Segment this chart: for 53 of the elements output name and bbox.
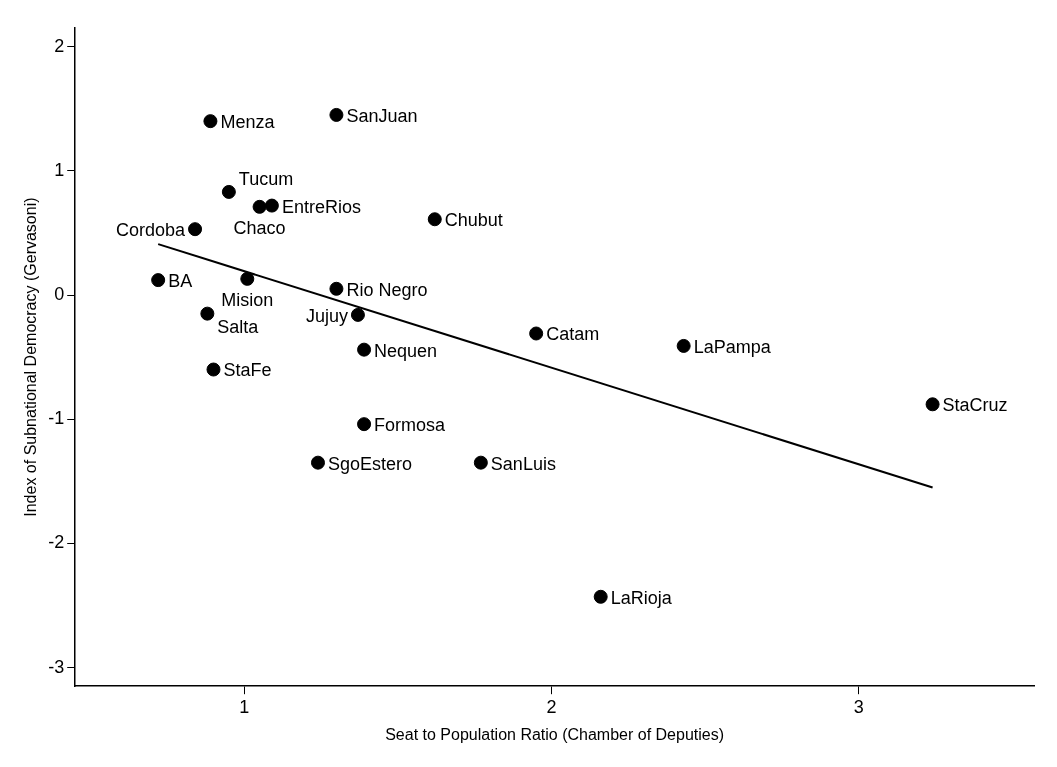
annotation: Jujuy	[305, 305, 348, 326]
point	[357, 417, 372, 432]
annotation: Catam	[546, 324, 600, 345]
y-tick-label: -3	[48, 656, 65, 677]
annotation: SanLuis	[490, 453, 556, 474]
point	[310, 455, 325, 470]
annotation: Chaco	[233, 217, 286, 238]
annotation: BA	[168, 271, 193, 292]
y-tick-label: 2	[54, 35, 65, 56]
x-tick-label: 3	[853, 696, 864, 717]
y-tick-label: -1	[48, 408, 65, 429]
point	[329, 107, 344, 122]
annotation: Formosa	[374, 415, 447, 436]
x-tick-label: 2	[546, 696, 557, 717]
annotation: Menza	[220, 112, 276, 133]
point	[240, 271, 255, 286]
point	[151, 273, 166, 288]
x-axis-title: Seat to Population Ratio (Chamber of Deputies)	[385, 725, 725, 743]
point	[357, 342, 372, 357]
annotation: LaRioja	[610, 587, 673, 608]
point	[221, 184, 236, 199]
annotation: SanJuan	[346, 105, 418, 126]
point	[350, 307, 365, 322]
annotation: LaPampa	[693, 336, 772, 357]
x-tick-label: 1	[239, 696, 250, 717]
point	[473, 455, 488, 470]
annotation: SgoEstero	[327, 453, 413, 474]
point	[593, 589, 608, 604]
y-tick-label: 0	[54, 283, 65, 304]
point	[264, 198, 279, 213]
annotation: Mision	[221, 289, 274, 310]
point	[529, 326, 544, 341]
annotation: Salta	[217, 316, 260, 337]
annotation: Cordoba	[116, 220, 187, 241]
point	[188, 222, 203, 237]
annotation: Chubut	[444, 210, 503, 231]
point	[925, 397, 940, 412]
y-axis-title: Index of Subnational Democracy (Gervasoni)	[22, 197, 40, 517]
point	[200, 306, 215, 321]
point	[203, 114, 218, 129]
annotation: StaCruz	[942, 395, 1008, 416]
annotation: Rio Negro	[346, 279, 428, 300]
annotation: Nequen	[374, 340, 438, 361]
point	[206, 362, 221, 377]
point	[252, 199, 267, 214]
point	[676, 338, 691, 353]
annotation: Tucum	[238, 168, 294, 189]
annotation: EntreRios	[281, 196, 361, 217]
point	[427, 212, 442, 227]
annotation: StaFe	[223, 360, 272, 381]
y-tick-label: 1	[54, 159, 65, 180]
y-tick-label: -2	[48, 532, 65, 553]
point	[329, 281, 344, 296]
